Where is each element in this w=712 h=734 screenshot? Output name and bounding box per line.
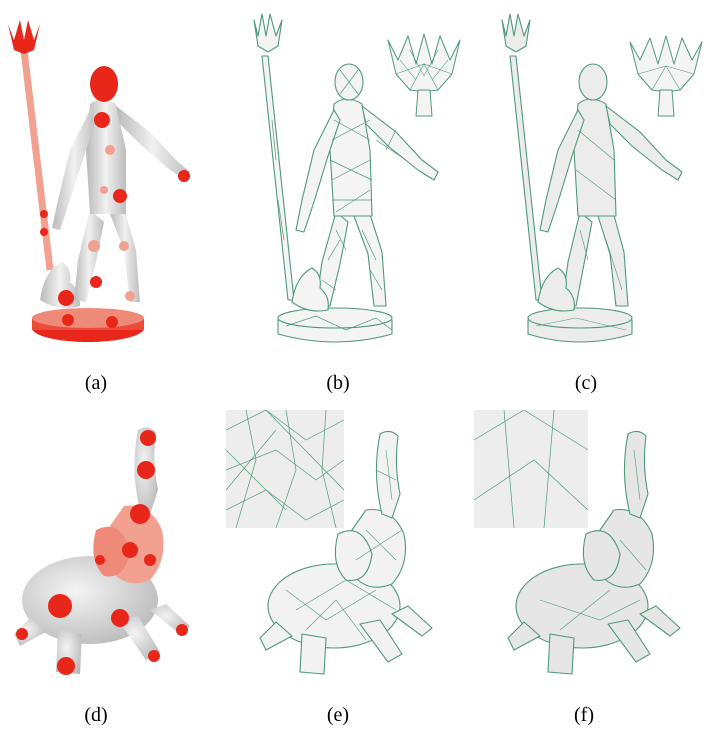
caption-c: (c): [574, 372, 598, 394]
neptune-mesh-figure: [253, 13, 439, 343]
caption-b: (b): [326, 372, 350, 394]
caption-d: (d): [84, 704, 108, 726]
panel-f-elephant-mesh: [470, 410, 712, 700]
trident-shaft: [20, 49, 54, 271]
figure-left-leg: [74, 210, 104, 302]
inset-elephant-zoom-e: [226, 410, 344, 528]
panel-d-elephant-heatmap: [0, 410, 220, 700]
elephant-mesh-simplified-figure: [507, 430, 681, 675]
panel-e-elephant-mesh: [226, 410, 462, 700]
elephant-heatmap-figure: [14, 427, 190, 675]
panel-c-neptune-mesh: [476, 0, 712, 360]
figure-head: [90, 66, 118, 102]
caption-e: (e): [326, 704, 350, 726]
panel-b-neptune-mesh: [236, 0, 472, 360]
caption-a: (a): [84, 372, 108, 394]
neptune-heatmap-figure: [8, 20, 190, 342]
figure-right-leg: [110, 208, 140, 302]
elephant-mesh-figure: [259, 430, 433, 675]
inset-trident-zoom-b: [380, 30, 470, 120]
caption-f: (f): [574, 704, 594, 726]
inset-trident-zoom-c: [624, 30, 710, 120]
panel-a-neptune-heatmap: [0, 0, 230, 360]
figure-torso: [86, 100, 126, 214]
trident-head: [8, 20, 40, 54]
inset-elephant-zoom-f: [474, 410, 588, 528]
neptune-mesh-simplified-figure: [501, 13, 683, 343]
